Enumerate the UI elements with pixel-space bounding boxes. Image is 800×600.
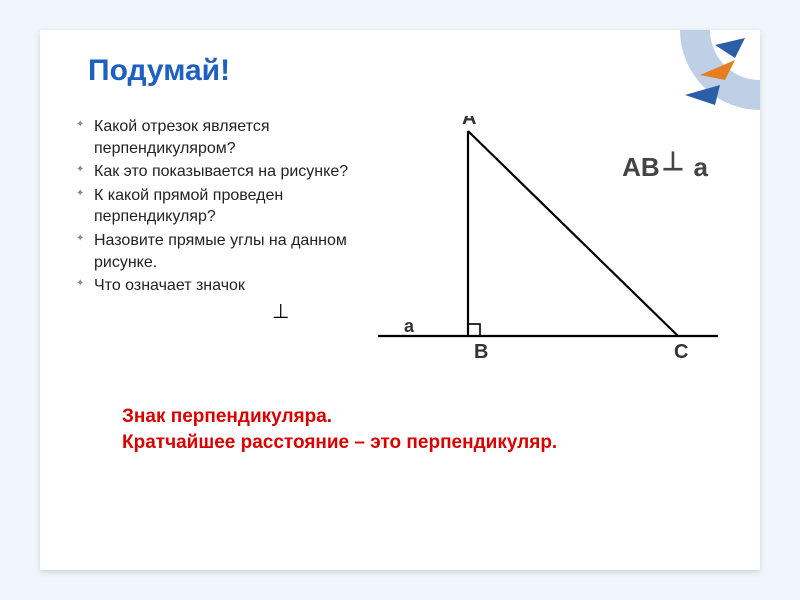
conclusion-line2: Кратчайшее расстояние – это перпендикуля… xyxy=(122,430,728,456)
perp-icon: ⊥ xyxy=(662,146,685,176)
conclusion: Знак перпендикуляра. Кратчайшее расстоян… xyxy=(122,404,728,455)
conclusion-line1: Знак перпендикуляра. xyxy=(122,404,728,430)
bullet-list: Какой отрезок является перпендикуляром? … xyxy=(72,116,350,376)
slide-title: Подумай! xyxy=(88,54,728,88)
label-A: A xyxy=(462,116,476,129)
content-row: Какой отрезок является перпендикуляром? … xyxy=(72,116,728,376)
formula: AB⊥ a xyxy=(622,152,708,183)
slide: Подумай! Какой отрезок является перпенди… xyxy=(40,30,760,570)
bullet-item: Что означает значок xyxy=(76,275,350,297)
bullet-item: Как это показывается на рисунке? xyxy=(76,161,350,183)
formula-lhs: AB xyxy=(622,152,660,182)
right-angle-marker xyxy=(468,324,480,336)
bullet-item: Какой отрезок является перпендикуляром? xyxy=(76,116,350,159)
diagram: AB⊥ a A B C a xyxy=(358,116,728,376)
label-line-a: a xyxy=(404,316,415,336)
bullet-item: Назовите прямые углы на данном рисунке. xyxy=(76,230,350,273)
label-B: B xyxy=(474,341,488,363)
bullet-item: К какой прямой проведен перпендикуляр? xyxy=(76,185,350,228)
perp-symbol-standalone: ⊥ xyxy=(272,299,350,324)
formula-rhs: a xyxy=(694,152,708,182)
label-C: C xyxy=(674,341,688,363)
